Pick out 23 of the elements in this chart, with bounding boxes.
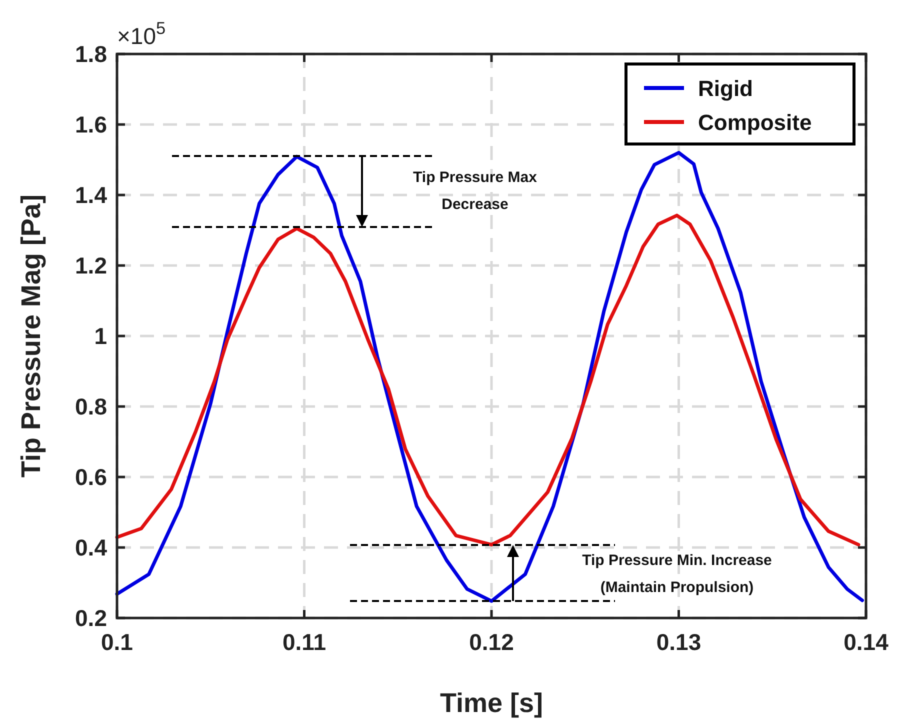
y-axis-title: Tip Pressure Mag [Pa]	[16, 194, 46, 478]
y-tick-label: 1.2	[75, 252, 107, 278]
x-axis-title: Time [s]	[440, 688, 544, 718]
y-tick-label: 0.4	[75, 534, 108, 560]
x-tick-label: 0.14	[844, 629, 889, 655]
x-tick-label: 0.11	[282, 629, 326, 655]
legend-label: Composite	[698, 110, 812, 135]
annotation: Tip Pressure Max Decrease	[413, 169, 538, 213]
y-tick-label: 1	[94, 323, 108, 349]
legend-label: Rigid	[698, 76, 753, 101]
y-tick-label: 0.2	[75, 605, 107, 631]
y-tick-label: 0.8	[75, 394, 108, 420]
x-tick-label: 0.13	[656, 629, 702, 655]
y-tick-label: 0.6	[75, 464, 107, 490]
line-series	[115, 214, 860, 546]
y-tick-label: 1.4	[75, 182, 108, 208]
line-series	[115, 150, 864, 603]
x-tick-label: 0.12	[469, 629, 514, 655]
y-tick-label: 1.6	[75, 112, 107, 138]
annotation: Tip Pressure Min. Increase (Maintain Propulsion)	[582, 552, 772, 596]
y-tick-label: 1.8	[75, 41, 108, 67]
x-tick-label: 0.1	[101, 629, 134, 655]
text: ×10$^{5}$	[117, 18, 166, 49]
